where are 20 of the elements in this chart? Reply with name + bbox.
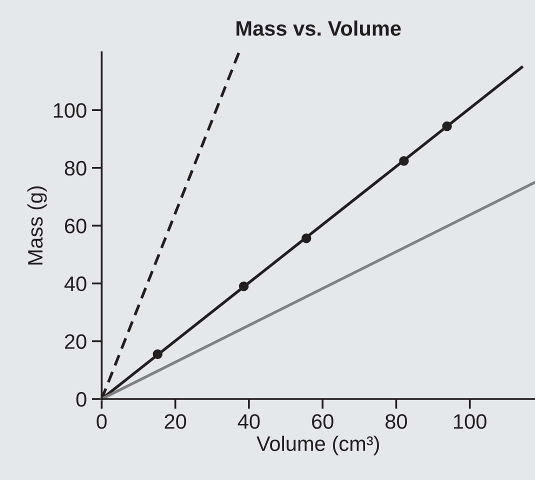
chart-title: Mass vs. Volume — [236, 20, 401, 36]
y-tick-label: 0 — [76, 392, 86, 407]
x-tick-label: 40 — [238, 414, 260, 429]
y-tick-label: 60 — [65, 218, 86, 234]
y-tick-label: 40 — [64, 276, 86, 292]
x-tick-label: 60 — [312, 414, 334, 429]
point — [442, 121, 452, 132]
x-tick-label: 100 — [454, 414, 486, 429]
point — [152, 349, 163, 360]
point — [302, 234, 312, 244]
x-axis-title: Volume (cm³) — [256, 436, 379, 456]
y-tick-label: 20 — [64, 334, 86, 349]
x-tick-label: 20 — [164, 414, 186, 429]
x-tick-label: 80 — [386, 414, 407, 429]
point — [238, 281, 249, 292]
y-tick-label: 100 — [54, 103, 86, 118]
x-tick-label: 0 — [96, 414, 107, 429]
y-tick-label: 80 — [64, 160, 86, 176]
point — [399, 156, 409, 166]
y-axis-title: Mass (g) — [27, 186, 47, 264]
